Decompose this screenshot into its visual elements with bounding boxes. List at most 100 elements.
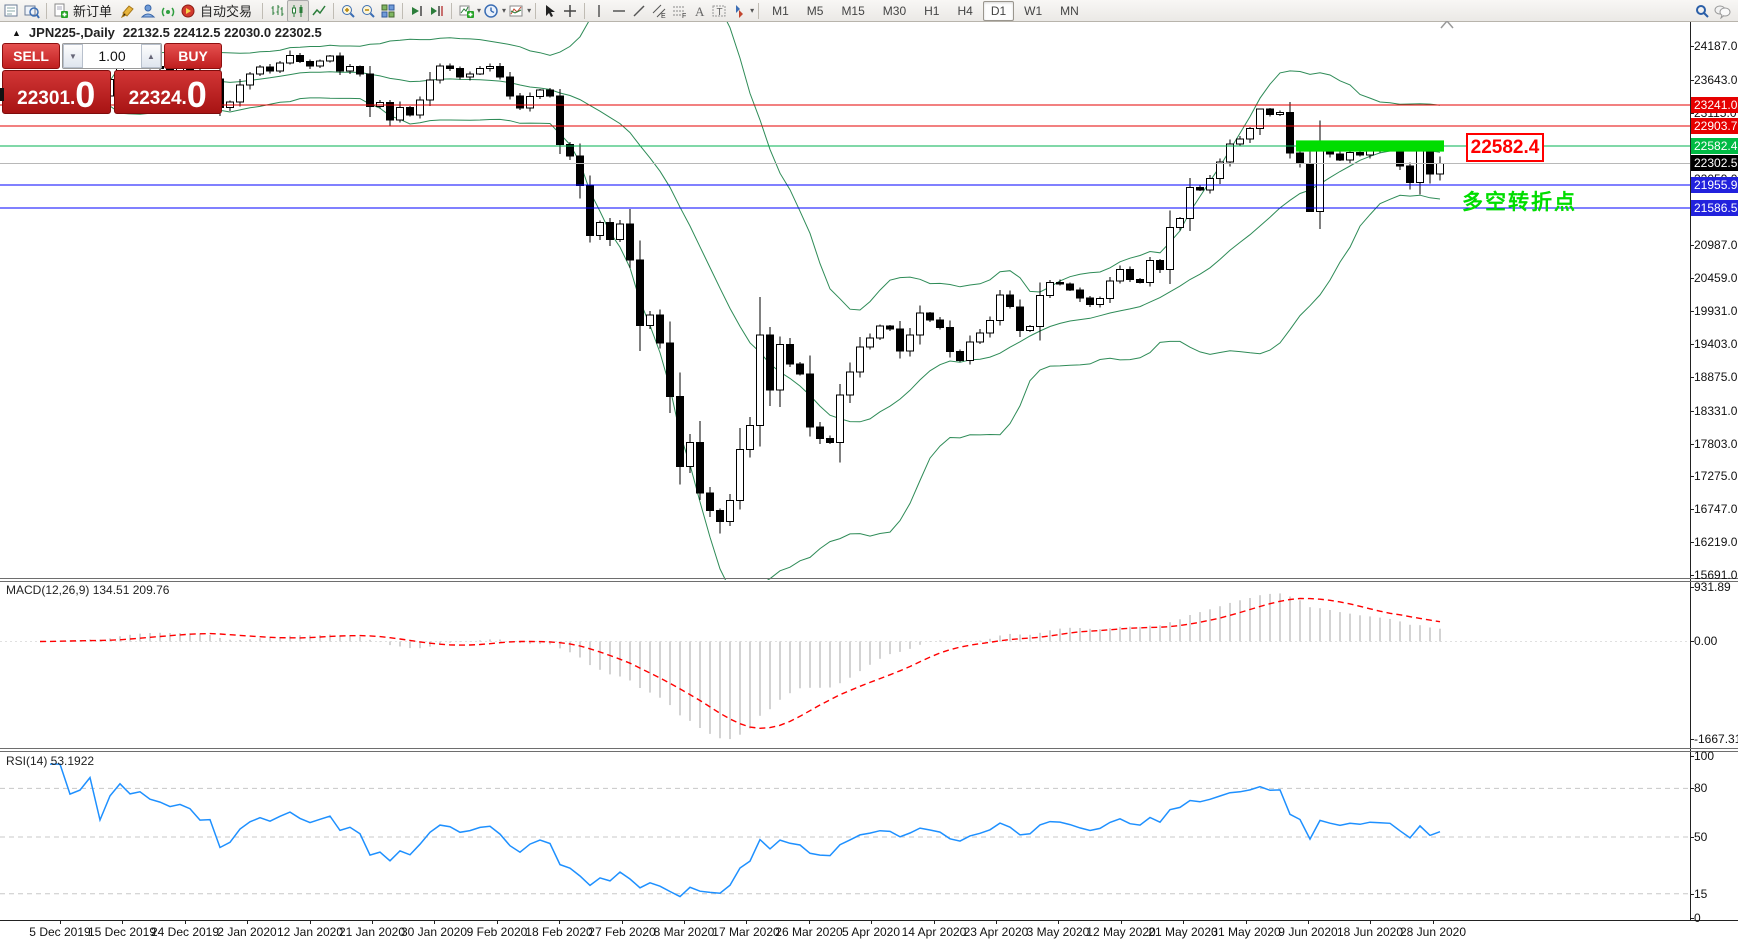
date-label[interactable]: 26 Mar 2020	[775, 925, 843, 939]
new-chart-button[interactable]	[2, 1, 22, 21]
equidistant-channel-button[interactable]: E	[649, 1, 669, 21]
date-label[interactable]: 23 Apr 2020	[963, 925, 1029, 939]
price-tick	[1690, 278, 1694, 279]
search-icon[interactable]	[1692, 1, 1712, 21]
timeframe-button-m30[interactable]: M30	[882, 3, 907, 18]
candle	[766, 334, 774, 391]
date-label[interactable]: 17 Mar 2020	[712, 925, 780, 939]
autotrading-icon[interactable]	[178, 1, 198, 21]
horizontal-line-button[interactable]	[609, 1, 629, 21]
cursor-button[interactable]	[540, 1, 560, 21]
zoom-out-button[interactable]	[358, 1, 378, 21]
candle	[1406, 165, 1414, 184]
autotrading-label[interactable]: 自动交易	[200, 4, 253, 19]
time-tick	[247, 920, 248, 924]
community-icon[interactable]	[138, 1, 158, 21]
candle	[856, 346, 864, 373]
timeframe-button-m5[interactable]: M5	[806, 3, 824, 18]
buy-button[interactable]: BUY	[164, 43, 222, 69]
auto-scroll-button[interactable]	[407, 1, 427, 21]
volume-input[interactable]	[83, 44, 141, 68]
date-label[interactable]: 30 Jan 2020	[400, 925, 468, 939]
price-annotation-box[interactable]: 22582.4	[1466, 133, 1544, 162]
sell-price-display[interactable]: 22301. 0	[2, 70, 111, 114]
date-label[interactable]: 5 Apr 2020	[841, 925, 901, 939]
buy-price-display[interactable]: 22324. 0	[113, 70, 222, 114]
date-label[interactable]: 24 Dec 2019	[150, 925, 220, 939]
level-price-label: 21586.5	[1691, 200, 1738, 216]
chart-shift-button[interactable]	[427, 1, 447, 21]
new-order-button[interactable]	[51, 1, 71, 21]
date-label[interactable]: 5 Dec 2019	[29, 925, 91, 939]
templates-caret[interactable]: ▾	[527, 6, 532, 15]
date-label[interactable]: 9 Jun 2020	[1278, 925, 1338, 939]
timeframe-button-mn[interactable]: MN	[1060, 3, 1079, 18]
date-label[interactable]: 27 Feb 2020	[588, 925, 656, 939]
line-chart-button[interactable]	[309, 1, 329, 21]
chat-icon[interactable]	[1712, 1, 1732, 21]
candle	[886, 325, 894, 330]
candle	[556, 95, 564, 146]
panel-separator[interactable]	[0, 578, 1738, 579]
price-tick-label: 15691.0	[1694, 568, 1738, 582]
date-label[interactable]: 18 Feb 2020	[525, 925, 593, 939]
candle	[246, 73, 254, 86]
panel-separator[interactable]	[0, 748, 1738, 749]
date-label[interactable]: 21 Jan 2020	[338, 925, 406, 939]
timeframe-button-m15[interactable]: M15	[841, 3, 865, 18]
timeframe-button-w1[interactable]: W1	[1024, 3, 1043, 18]
timeframe-button-h1[interactable]: H1	[924, 3, 940, 18]
sell-button[interactable]: SELL	[2, 43, 60, 69]
date-label[interactable]: 2 Jan 2020	[217, 925, 277, 939]
candle	[1246, 128, 1254, 140]
periods-caret[interactable]: ▾	[502, 6, 507, 15]
trendline-button[interactable]	[629, 1, 649, 21]
bar-chart-button[interactable]	[267, 1, 287, 21]
date-label[interactable]: 15 Dec 2019	[87, 925, 157, 939]
date-label[interactable]: 18 Jun 2020	[1336, 925, 1404, 939]
crosshair-button[interactable]	[560, 1, 580, 21]
timeframe-button-d1[interactable]: D1	[982, 0, 1015, 21]
date-label[interactable]: 3 May 2020	[1026, 925, 1090, 939]
tile-windows-button[interactable]	[378, 1, 398, 21]
zoom-in-button[interactable]	[338, 1, 358, 21]
main-chart-area[interactable]	[0, 21, 1690, 581]
date-label[interactable]: 28 Jun 2020	[1399, 925, 1467, 939]
highlight-rect[interactable]	[1296, 140, 1444, 152]
date-label[interactable]: 12 Jan 2020	[276, 925, 344, 939]
timeframe-button-m1[interactable]: M1	[772, 3, 789, 18]
rsi-tick-label: 0	[1694, 911, 1701, 925]
time-tick	[622, 920, 623, 924]
collapse-arrow-icon[interactable]: ▲	[12, 27, 21, 38]
new-order-label[interactable]: 新订单	[73, 4, 113, 19]
candlestick-chart-button[interactable]	[287, 0, 310, 22]
templates-button[interactable]	[506, 1, 526, 21]
fibonacci-button[interactable]: F	[669, 1, 689, 21]
periods-button[interactable]	[481, 1, 501, 21]
text-label-button[interactable]: T	[709, 1, 729, 21]
date-label[interactable]: 12 May 2020	[1086, 925, 1156, 939]
arrows-button[interactable]	[729, 1, 749, 21]
date-label[interactable]: 9 Feb 2020	[466, 925, 528, 939]
profiles-button[interactable]	[22, 1, 42, 21]
timeframe-button-h4[interactable]: H4	[957, 3, 973, 18]
text-button[interactable]: A	[689, 1, 709, 21]
ohlc-values: 22132.5 22412.5 22030.0 22302.5	[122, 25, 322, 40]
date-label[interactable]: 21 May 2020	[1148, 925, 1218, 939]
volume-decrease-button[interactable]: ▼	[63, 44, 83, 68]
macd-indicator-panel[interactable]	[0, 580, 1690, 750]
vertical-line-button[interactable]	[589, 1, 609, 21]
timeframe-toolbar: M1 M5 M15 M30 H1 H4 D1 W1 MN	[763, 0, 1088, 21]
indicators-button[interactable]	[456, 1, 476, 21]
indicators-caret[interactable]: ▾	[477, 6, 482, 15]
signals-icon[interactable]	[158, 1, 178, 21]
date-label[interactable]: 8 Mar 2020	[653, 925, 715, 939]
volume-increase-button[interactable]: ▲	[141, 44, 161, 68]
svg-text:A: A	[695, 4, 705, 19]
rsi-indicator-panel[interactable]	[0, 751, 1690, 921]
arrows-caret[interactable]: ▾	[750, 6, 755, 15]
date-label[interactable]: 14 Apr 2020	[901, 925, 967, 939]
turning-point-note[interactable]: 多空转折点	[1462, 191, 1577, 214]
date-label[interactable]: 31 May 2020	[1211, 925, 1281, 939]
metaeditor-icon[interactable]	[118, 1, 138, 21]
